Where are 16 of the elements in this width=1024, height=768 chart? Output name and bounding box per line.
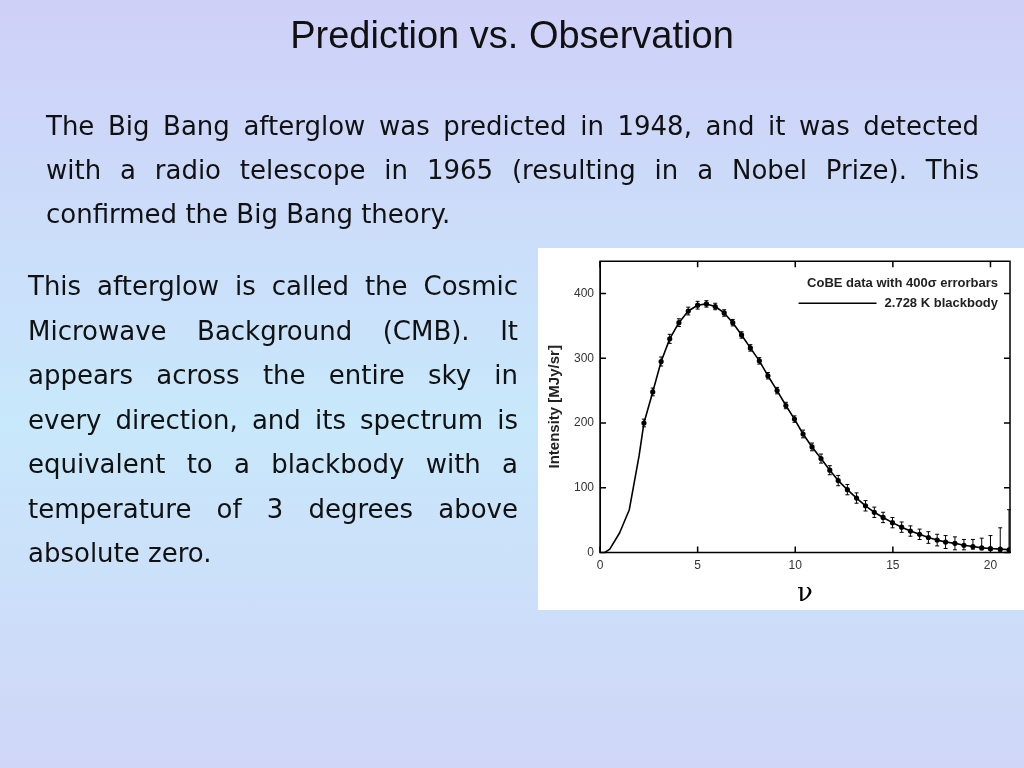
text: The Big Bang afterglow was predicted in 1948, and it was detected with a radio telescope in 1965 (resulting in a Nobel Prize). This confirmed the Big Bang theory.: [46, 110, 979, 231]
x-tick-label: 15: [886, 557, 900, 572]
y-tick-label: 300: [573, 350, 595, 365]
legend-label: 2.728 K blackbody: [884, 294, 999, 310]
x-axis-title: ν: [797, 577, 813, 608]
legend-label: CoBE data with 400σ errorbars: [807, 274, 998, 290]
y-tick-label: 0: [587, 544, 595, 559]
x-tick-label: 5: [694, 557, 702, 572]
x-tick-label: 10: [788, 557, 803, 572]
x-tick-label: 20: [983, 557, 998, 572]
y-axis-title: Intensity [MJy/sr]: [545, 345, 563, 469]
y-tick-label: 100: [573, 480, 595, 494]
y-tick-label: 400: [573, 285, 595, 300]
text: This afterglow is called the Cosmic Microwave Background (CMB). It appears across the entire sky in every direction, and its spectrum is equivalent to a blackbody with a temperature of 3 degrees above absolute zero.: [28, 270, 518, 570]
y-tick-label: 200: [573, 415, 595, 430]
chart-title: Prediction vs. Observation: [289, 14, 735, 57]
